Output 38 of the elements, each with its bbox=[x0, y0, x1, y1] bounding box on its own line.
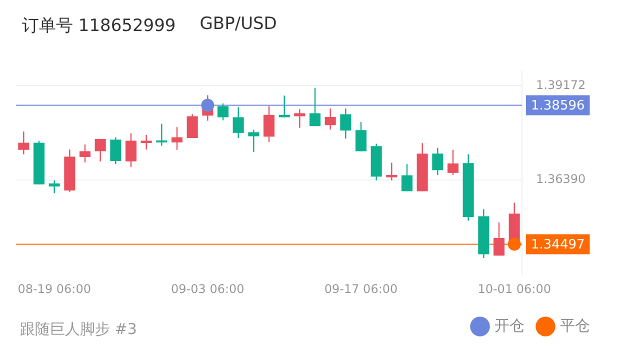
candlestick bbox=[79, 144, 91, 163]
candlestick bbox=[493, 222, 505, 256]
chart-title: 订单号 118652999 bbox=[22, 15, 176, 38]
candlestick bbox=[355, 121, 367, 152]
candlestick bbox=[110, 136, 122, 165]
candlestick bbox=[217, 102, 229, 121]
x-tick-label: 09-17 06:00 bbox=[324, 282, 398, 296]
candlestick bbox=[232, 106, 244, 139]
candlestick bbox=[324, 108, 336, 130]
text: 跟随巨人脚步 #3 bbox=[20, 320, 137, 338]
candlestick bbox=[125, 132, 137, 168]
candlestick bbox=[340, 108, 352, 140]
candlestick bbox=[401, 163, 413, 192]
x-tick-label: 10-01 06:00 bbox=[478, 282, 551, 296]
candlestick bbox=[171, 126, 183, 150]
candlestick bbox=[18, 130, 30, 155]
candlestick bbox=[294, 108, 306, 128]
candlestick bbox=[309, 87, 321, 127]
ref-line-label: 1.38596 bbox=[531, 98, 585, 114]
y-tick-label: 1.36390 bbox=[536, 172, 586, 186]
x-tick-label: 08-19 06:00 bbox=[18, 282, 91, 296]
candlestick bbox=[48, 180, 60, 194]
legend-label: 开仓 bbox=[494, 316, 524, 334]
ref-line-label: 1.34497 bbox=[531, 238, 585, 253]
candlestick bbox=[94, 138, 106, 162]
candlestick bbox=[278, 95, 290, 118]
y-tick-label: 1.39172 bbox=[536, 78, 586, 92]
candlestick bbox=[386, 162, 398, 181]
candlestick bbox=[432, 147, 444, 176]
candlestick bbox=[447, 149, 459, 176]
candlestick bbox=[156, 123, 168, 146]
x-tick-label: 09-03 06:00 bbox=[171, 282, 244, 296]
candlestick bbox=[263, 106, 275, 143]
candlestick bbox=[248, 129, 260, 152]
candlestick bbox=[140, 134, 152, 150]
legend-label: 平仓 bbox=[560, 316, 590, 334]
candlestick bbox=[186, 114, 198, 139]
chart-subtitle: GBP/USD bbox=[200, 14, 277, 36]
